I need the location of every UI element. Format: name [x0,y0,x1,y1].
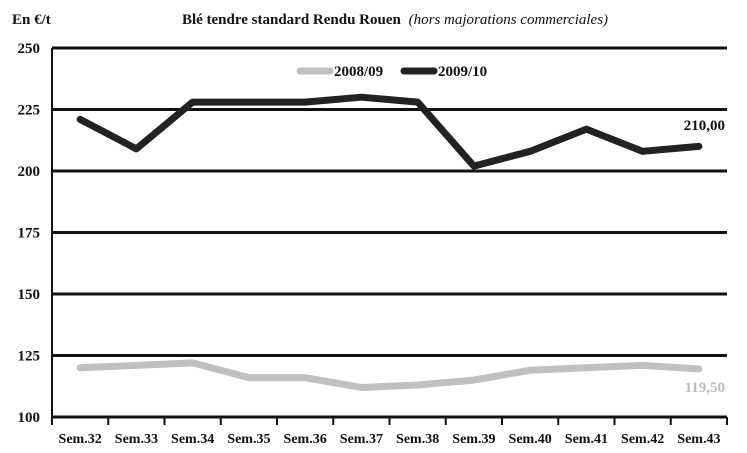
y-tick-label: 125 [18,349,41,365]
x-tick-label: Sem.33 [115,432,158,447]
series-line-2008-09 [76,359,703,391]
x-tick-label: Sem.32 [59,432,102,447]
chart-subtitle: (hors majorations commerciales) [409,12,608,28]
series-line-2009-10 [76,93,703,170]
data-label-2009-10: 210,00 [684,118,725,134]
x-tick-label: Sem.41 [565,432,608,447]
chart-title: Blé tendre standard Rendu Rouen (hors ma… [182,12,608,28]
y-tick-label: 150 [18,287,41,303]
x-tick-label: Sem.38 [396,432,439,447]
x-tick-label: Sem.36 [284,432,327,447]
x-tick-label: Sem.42 [621,432,664,447]
x-tick-labels: Sem.32 Sem.33 Sem.34 Sem.35 Sem.36 Sem.37 Sem.… [51,417,728,447]
x-tick-label: Sem.43 [677,432,720,447]
legend-label-2009-10: 2009/10 [438,64,487,80]
legend: 2008/09 2009/10 [296,64,487,80]
y-tick-label: 225 [18,103,41,119]
x-tick-label: Sem.40 [509,432,552,447]
chart-title-main: Blé tendre standard Rendu Rouen [182,12,402,28]
series-lines [76,93,703,391]
y-tick-label: 100 [18,410,41,426]
y-tick-label: 200 [18,164,41,180]
y-tick-labels: 250 225 200 175 150 125 100 [18,41,41,426]
x-tick-label: Sem.37 [340,432,383,447]
x-tick-label: Sem.34 [171,432,214,447]
x-tick-label: Sem.39 [452,432,495,447]
x-tick-label: Sem.35 [227,432,270,447]
y-axis-label: En €/t [12,12,51,28]
y-tick-label: 250 [18,41,41,57]
y-tick-label: 175 [18,226,41,242]
legend-label-2008-09: 2008/09 [334,64,383,80]
data-label-2008-09: 119,50 [685,380,725,396]
